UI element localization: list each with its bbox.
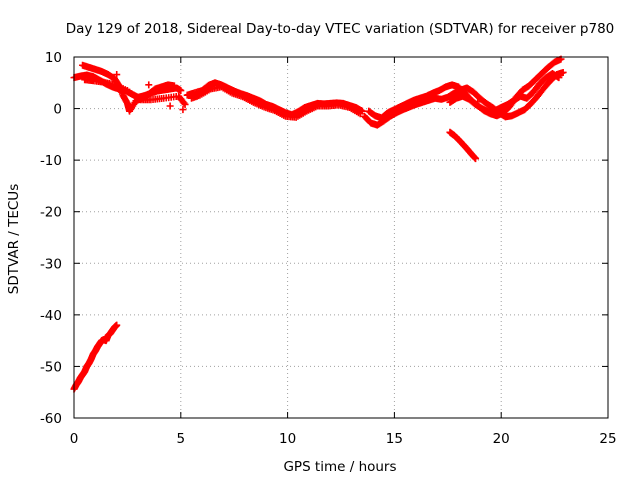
chart-title: Day 129 of 2018, Sidereal Day-to-day VTE… [66,21,615,37]
data-point-marker [113,71,121,79]
x-tick-label: 0 [70,431,79,447]
data-point-marker [356,110,364,118]
data-point-marker [472,155,480,163]
data-point-marker [179,106,187,114]
y-tick-label: -50 [40,359,62,375]
x-tick-label: 5 [177,431,186,447]
y-tick-label: -30 [40,256,62,272]
data-points [70,55,567,393]
data-point-marker [166,102,174,110]
plot-frame [73,56,609,419]
series-outliers [113,71,482,114]
x-tick-label: 25 [599,431,616,447]
data-point-marker [113,321,121,329]
x-axis-label: GPS time / hours [283,459,396,475]
data-point-marker [559,68,567,76]
data-point-marker [425,91,433,99]
series-main-band-c [81,76,189,108]
series-late-band-c [446,70,563,116]
data-point-marker [555,74,563,82]
x-tick-label: 10 [279,431,296,447]
data-point-marker [181,100,189,108]
data-point-marker [170,82,178,90]
y-tick-label: -10 [40,153,62,169]
x-tick-label: 20 [493,431,510,447]
series-main-band-b [79,61,178,115]
y-tick-label: 0 [53,102,62,118]
y-tick-label: -20 [40,205,62,221]
series-drop-segment [446,128,480,163]
series-low-segment [70,321,121,393]
y-tick-label: 10 [45,50,62,66]
x-tick-label: 15 [386,431,403,447]
axis-ticks: 0 5 10 15 20 25 10 0 -10 -20 -30 -40 -50 -60 [40,50,617,447]
y-tick-label: -60 [40,411,62,427]
data-point-marker [145,81,153,89]
y-axis-label: SDTVAR / TECUs [6,184,22,294]
data-point-marker [177,95,185,103]
data-point-marker [474,98,482,106]
y-tick-label: -40 [40,308,62,324]
data-point-marker [177,87,185,95]
data-point-marker [180,99,188,107]
series-mid-band-b [187,83,364,121]
